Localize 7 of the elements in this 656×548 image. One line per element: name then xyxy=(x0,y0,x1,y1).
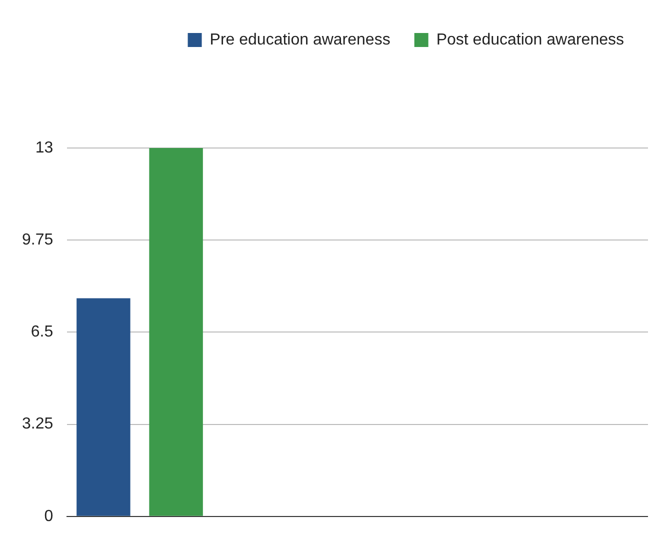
legend-label: Pre education awareness xyxy=(210,31,390,48)
y-tick-label: 13 xyxy=(35,139,54,156)
y-tick-label: 9.75 xyxy=(22,232,54,249)
y-tick-label: 3.25 xyxy=(22,416,54,433)
legend-label: Post education awareness xyxy=(436,31,624,48)
y-tick-label: 6.5 xyxy=(30,324,54,341)
y-tick-label: 0 xyxy=(44,508,54,525)
